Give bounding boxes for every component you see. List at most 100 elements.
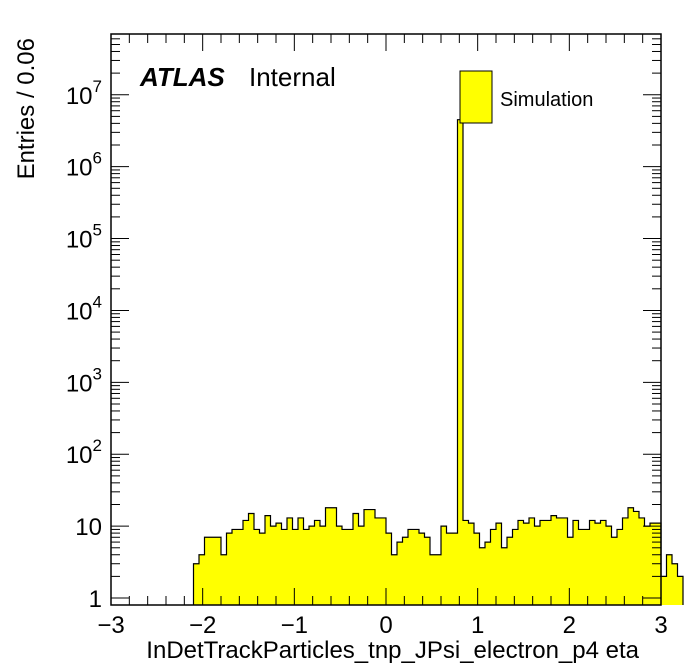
- histogram-bin: [314, 520, 320, 605]
- histogram-bin: [413, 529, 419, 605]
- x-tick-label: 2: [563, 612, 576, 639]
- histogram-bin: [441, 526, 447, 605]
- histogram-bin: [347, 529, 353, 605]
- y-tick-label: 102: [66, 436, 102, 469]
- histogram-bin: [391, 554, 397, 605]
- histogram-bin: [545, 520, 551, 605]
- histogram-bin: [259, 533, 265, 605]
- histogram-bin: [617, 529, 623, 605]
- y-tick-label: 107: [66, 77, 102, 110]
- histogram-bin: [573, 520, 579, 605]
- histogram-bin: [402, 537, 408, 605]
- histogram-bin: [578, 529, 584, 605]
- histogram-bin: [353, 513, 359, 605]
- axis-ticks: [110, 33, 662, 605]
- y-tick-label: 103: [66, 364, 102, 397]
- histogram-bin: [364, 509, 370, 605]
- histogram-bin: [320, 526, 326, 605]
- histogram-bin: [309, 526, 315, 605]
- histogram-bin: [452, 533, 458, 605]
- histogram-bin: [567, 537, 573, 605]
- x-tick-label: 1: [471, 612, 484, 639]
- histogram-bin: [419, 533, 425, 605]
- histogram-bin: [435, 554, 441, 605]
- histogram-bin: [430, 554, 436, 605]
- histogram-bin: [221, 554, 227, 605]
- histogram-bin: [501, 547, 507, 605]
- y-tick-label: 104: [66, 292, 102, 325]
- histogram-bin: [248, 513, 254, 605]
- histogram-bin: [633, 511, 639, 605]
- x-tick-label: 3: [654, 612, 667, 639]
- histogram-bin: [303, 529, 309, 605]
- histogram-bin: [457, 119, 463, 605]
- histogram-bin: [287, 517, 293, 605]
- histogram-bin: [298, 517, 304, 605]
- histogram-bin: [331, 507, 337, 605]
- histogram-bin: [424, 537, 430, 605]
- histogram-bin: [226, 533, 232, 605]
- y-axis-title: Entries / 0.06: [13, 38, 40, 179]
- y-tick-label: 106: [66, 149, 102, 182]
- y-tick-label: 10: [75, 514, 102, 541]
- histogram-bin: [292, 529, 298, 605]
- histogram-bin: [540, 520, 546, 605]
- histogram-bin: [270, 526, 276, 605]
- histogram-bin: [562, 517, 568, 605]
- histogram-bin: [474, 533, 480, 605]
- histogram-bin: [628, 507, 634, 605]
- histogram-bin: [325, 507, 331, 605]
- legend-swatch: [459, 70, 493, 124]
- histogram-bin: [232, 529, 238, 605]
- histogram-bin: [254, 529, 260, 605]
- histogram-bars: [192, 119, 684, 605]
- histogram-bin: [639, 517, 645, 605]
- histogram-bin: [199, 554, 205, 605]
- x-tick-label: −1: [281, 612, 308, 639]
- histogram-bin: [468, 523, 474, 605]
- histogram-bin: [551, 515, 557, 605]
- status-label: Internal: [249, 62, 336, 92]
- x-axis-title: InDetTrackParticles_tnp_JPsi_electron_p4…: [146, 637, 639, 664]
- histogram-bin: [677, 576, 683, 605]
- histogram-bin: [386, 533, 392, 605]
- histogram-bin: [237, 529, 243, 605]
- histogram-bin: [529, 517, 535, 605]
- histogram-bin: [375, 517, 381, 605]
- histogram-bin: [556, 517, 562, 605]
- histogram-bin: [611, 537, 617, 605]
- histogram-bin: [485, 542, 491, 605]
- histogram-bin: [672, 563, 678, 605]
- histogram-bin: [661, 576, 667, 605]
- histogram-bin: [606, 526, 612, 605]
- histogram-bin: [589, 520, 595, 605]
- histogram-bin: [523, 523, 529, 605]
- histogram-bin: [600, 520, 606, 605]
- x-tick-label: −2: [189, 612, 216, 639]
- histogram-bin: [584, 529, 590, 605]
- y-tick-label: 1: [89, 586, 102, 613]
- histogram-bin: [215, 537, 221, 605]
- x-tick-labels: −3 −2 −1 0 1 2 3: [97, 612, 667, 639]
- histogram-bin: [380, 517, 386, 605]
- legend: Simulation: [459, 70, 593, 124]
- histogram-bin: [358, 526, 364, 605]
- histogram-bin: [622, 517, 628, 605]
- histogram-bin: [644, 526, 650, 605]
- histogram-bin: [369, 509, 375, 605]
- histogram-bin: [336, 526, 342, 605]
- histogram-bin: [666, 554, 672, 605]
- histogram-bin: [342, 529, 348, 605]
- histogram-bin: [463, 520, 469, 605]
- x-tick-label: 0: [379, 612, 392, 639]
- histogram-bin: [479, 547, 485, 605]
- histogram-bin: [210, 537, 216, 605]
- histogram-bin: [595, 523, 601, 605]
- histogram-bin: [496, 523, 502, 605]
- legend-label: Simulation: [500, 89, 593, 111]
- y-tick-labels: 1 10 102 103 104 105 106 107: [66, 77, 102, 613]
- histogram-bin: [512, 529, 518, 605]
- histogram-bin: [397, 542, 403, 605]
- histogram-bin: [490, 529, 496, 605]
